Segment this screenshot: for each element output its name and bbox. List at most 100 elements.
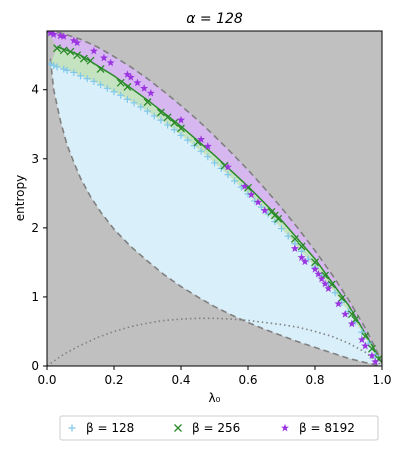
data-point: [177, 115, 185, 124]
data-point: [304, 255, 312, 263]
data-point: [49, 31, 58, 38]
data-point: [163, 113, 172, 122]
data-point: [334, 299, 343, 308]
data-point: [170, 126, 178, 134]
beta-256-curve: [56, 46, 382, 363]
data-point: [311, 258, 319, 267]
legend-label: β = 256: [192, 421, 240, 435]
upper-dashed-curve: [47, 31, 382, 363]
data-point: [63, 66, 71, 74]
data-point: [197, 135, 206, 143]
data-point: [321, 279, 330, 288]
x-tick-label: 0.8: [305, 373, 324, 387]
data-point: [73, 38, 82, 47]
data-point: [290, 234, 299, 243]
legend-marker: [68, 424, 76, 432]
data-point: [106, 58, 115, 67]
data-point: [264, 210, 272, 218]
data-point: [164, 121, 172, 129]
dotted-curve: [47, 317, 382, 366]
data-point: [351, 315, 360, 324]
data-point: [86, 56, 95, 65]
data-point: [89, 46, 98, 55]
data-point: [337, 294, 346, 303]
legend-label: β = 128: [86, 421, 134, 435]
legend-marker: [281, 423, 289, 432]
data-point: [77, 72, 84, 80]
data-point: [347, 319, 356, 328]
data-point: [177, 124, 185, 133]
data-point: [66, 47, 75, 56]
data-point: [290, 244, 299, 252]
data-point: [223, 162, 232, 171]
data-point: [103, 84, 111, 92]
data-point: [371, 357, 380, 366]
data-point: [156, 108, 165, 117]
data-point: [97, 81, 105, 89]
lower-dashed-curve: [49, 58, 382, 366]
x-tick-label: 0.6: [238, 373, 257, 387]
data-point: [358, 328, 366, 336]
data-point: [204, 153, 212, 161]
data-point: [231, 177, 239, 185]
data-point: [367, 351, 376, 360]
data-point: [126, 73, 135, 81]
legend-label: β = 8192: [299, 421, 355, 435]
data-point: [317, 274, 326, 283]
data-point: [133, 78, 142, 87]
data-point: [157, 116, 165, 124]
data-point: [140, 84, 149, 92]
data-point: [224, 171, 232, 179]
data-point: [143, 98, 152, 107]
data-point: [110, 88, 118, 96]
data-point: [197, 147, 205, 155]
region-beta-128: [50, 58, 382, 366]
data-point: [361, 341, 370, 350]
data-point: [311, 265, 319, 273]
x-axis-label: λ₀: [209, 391, 221, 405]
data-point: [123, 95, 131, 103]
data-point: [47, 60, 54, 68]
data-point: [69, 36, 78, 45]
data-point: [184, 136, 192, 144]
data-point: [247, 190, 256, 199]
data-point: [240, 182, 249, 190]
x-axis: 0.0 0.2 0.4 0.6 0.8 1.0: [37, 366, 392, 387]
x-tick-label: 0.4: [171, 373, 190, 387]
data-point: [341, 310, 350, 318]
data-point: [177, 131, 185, 139]
data-point: [59, 32, 68, 40]
y-axis-label: entropy: [13, 175, 27, 221]
data-point: [59, 46, 68, 55]
data-point: [73, 51, 82, 60]
data-point: [116, 78, 125, 87]
data-point: [278, 225, 285, 233]
data-point: [79, 54, 88, 63]
data-point: [99, 53, 108, 62]
data-point: [117, 91, 125, 99]
data-point: [357, 335, 366, 344]
data-point: [53, 63, 61, 71]
data-point: [53, 44, 62, 53]
data-point: [211, 159, 218, 167]
y-tick-label: 3: [31, 152, 39, 166]
y-tick-label: 0: [31, 359, 39, 373]
data-point: [150, 112, 158, 120]
data-point: [297, 253, 306, 261]
legend-item-1: β = 256: [174, 421, 240, 435]
data-point: [314, 269, 323, 278]
plot-area: [46, 30, 383, 367]
plot-frame: [46, 30, 383, 367]
data-point: [144, 107, 151, 115]
data-point: [203, 142, 212, 150]
data-point: [254, 198, 263, 206]
x-tick-label: 0.2: [104, 373, 123, 387]
data-point: [60, 65, 68, 73]
legend-item-0: β = 128: [68, 421, 134, 435]
data-point: [137, 103, 145, 111]
data-point: [90, 77, 98, 85]
data-point: [130, 99, 138, 107]
data-point: [260, 206, 269, 214]
y-tick-label: 2: [31, 221, 39, 235]
